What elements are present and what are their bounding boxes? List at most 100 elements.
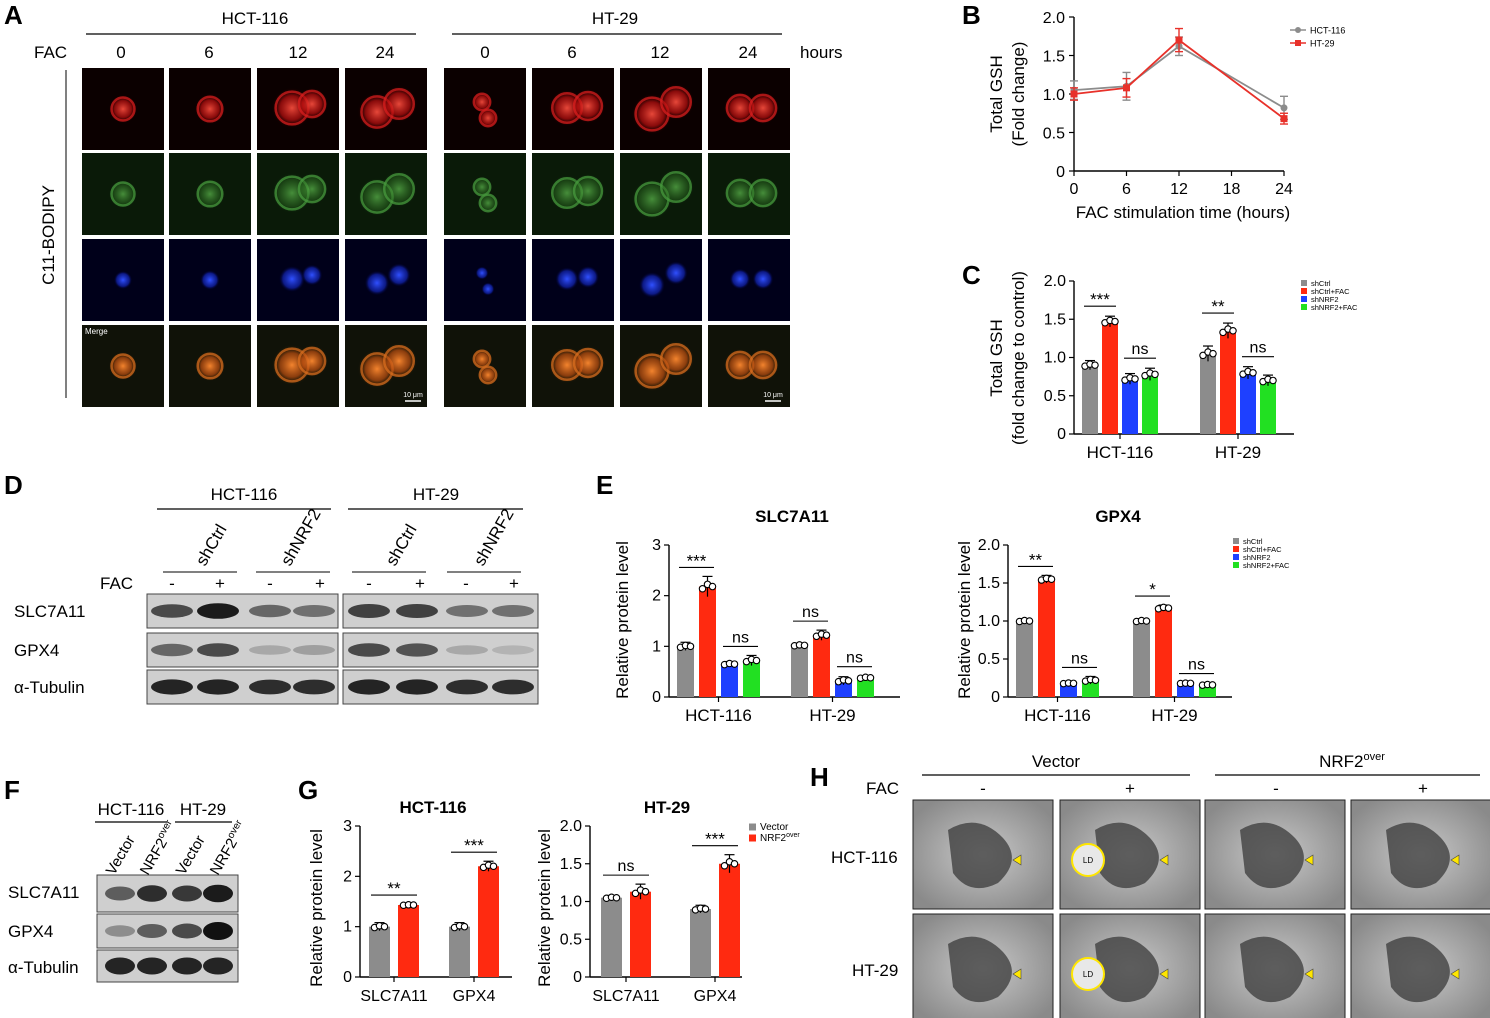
panel-f-western: HCT-116 HT-29 Vector NRF2over Vector NRF…: [8, 800, 251, 983]
chart-c-plot: 0 0.5 1.0 1.5 2.0 HCT-116 HT-29 *** ns ** ns shCtrl…: [1044, 273, 1358, 462]
y-tick-label: 0: [1056, 164, 1065, 181]
x-tick-label: 0: [1070, 181, 1079, 198]
bar: [1082, 365, 1098, 434]
lane-label: Vector: [103, 833, 139, 878]
cell-membrane: [196, 180, 224, 208]
data-point: [489, 862, 498, 871]
blot-band: [293, 679, 335, 695]
cell: [729, 268, 751, 290]
cell: [664, 261, 688, 285]
data-point: [460, 922, 469, 931]
y-tick-label: 1.0: [1043, 87, 1065, 104]
arrowhead-marker: [1304, 968, 1314, 980]
data-point: [686, 642, 695, 651]
cell-membrane: [110, 96, 136, 122]
fac-mark: -: [169, 574, 175, 593]
data-point: [1111, 317, 1119, 326]
lane-label: NRF2over: [206, 818, 251, 878]
x-tick-label: 24: [1275, 181, 1293, 198]
y-tick-label: 1.5: [1043, 49, 1065, 66]
significance-label: ns: [618, 858, 635, 875]
data-point: [866, 673, 875, 682]
blot-band: [203, 957, 233, 975]
cell-membrane: [659, 342, 693, 376]
cell-membrane: [748, 350, 778, 380]
y-tick-label: 1: [652, 638, 661, 655]
bar: [449, 926, 470, 977]
condition-label: shNRF2: [470, 505, 518, 569]
data-point: [1280, 115, 1288, 123]
panel-h-fac-label: FAC: [866, 779, 899, 798]
blot-band: [105, 957, 135, 975]
legend-label: shCtrl+FAC: [1243, 545, 1282, 554]
panel-h-group-label: Vector: [1032, 752, 1081, 771]
cell: [279, 266, 305, 292]
data-point: [1199, 351, 1207, 360]
data-point: [1131, 375, 1139, 383]
cell: [658, 341, 694, 377]
cell-membrane: [478, 108, 498, 128]
chart-b-xlabel: FAC stimulation time (hours): [1076, 203, 1290, 222]
tem-grid: LD LD: [912, 799, 1490, 1018]
legend-swatch: [1301, 304, 1307, 310]
x-tick-label: HCT-116: [1087, 443, 1154, 462]
bar: [1155, 608, 1172, 697]
data-point: [1025, 617, 1034, 625]
cell: [387, 263, 411, 287]
time-label: 24: [739, 43, 758, 62]
cell: [109, 95, 137, 123]
cell: [571, 174, 605, 208]
x-tick-label: HT-29: [1215, 443, 1261, 462]
significance-label: ns: [1250, 340, 1267, 357]
blot-band: [137, 924, 167, 938]
significance-label: **: [387, 879, 401, 898]
legend-label: shCtrl: [1243, 537, 1263, 546]
bar: [1133, 621, 1150, 697]
data-point: [701, 905, 710, 913]
cell: [301, 264, 323, 286]
mitochondrion: [1095, 822, 1159, 889]
blot-band: [446, 605, 488, 617]
cell: [658, 84, 694, 120]
blot-band: [151, 679, 193, 695]
data-point: [1186, 679, 1195, 688]
significance-label: ns: [846, 650, 863, 667]
panel-a-microscopy: HCT-116 HT-29 FAC 0 6 12 24 0 6 12 24 ho…: [34, 9, 843, 407]
cell: [381, 86, 417, 122]
lipid-droplet-label: LD: [1083, 970, 1093, 979]
legend-swatch: [1233, 538, 1239, 544]
cell-membrane: [478, 193, 498, 213]
bar: [1200, 353, 1216, 434]
blot-band: [203, 884, 233, 903]
bar: [1016, 621, 1033, 697]
panel-a-group-label: HT-29: [592, 9, 638, 28]
x-tick-label: SLC7A11: [360, 988, 427, 1005]
data-point: [822, 631, 831, 639]
protein-label: SLC7A11: [8, 883, 80, 902]
data-point: [409, 901, 418, 909]
mitochondrion: [1386, 822, 1450, 889]
fac-mark: +: [509, 574, 519, 593]
mitochondrion: [1095, 936, 1159, 1003]
cell: [109, 180, 137, 208]
bar: [369, 926, 390, 977]
data-point: [1151, 370, 1159, 379]
cell-membrane: [572, 90, 604, 122]
data-point: [612, 893, 621, 902]
cell-membrane: [572, 175, 604, 207]
legend-label: NRF2over: [760, 832, 800, 844]
blot-band: [348, 604, 390, 618]
arrowhead-marker: [1159, 854, 1169, 866]
legend-label: shNRF2: [1311, 295, 1339, 304]
time-label: 12: [289, 43, 308, 62]
fac-mark: -: [267, 574, 273, 593]
y-tick-label: 1.5: [978, 575, 1000, 592]
blot-band: [137, 885, 167, 902]
data-point: [1280, 104, 1288, 112]
panel-a-group-label: HCT-116: [222, 9, 289, 28]
data-point: [720, 861, 729, 870]
chart-e2-title: GPX4: [1095, 507, 1141, 526]
y-tick-label: 1.5: [560, 856, 582, 873]
